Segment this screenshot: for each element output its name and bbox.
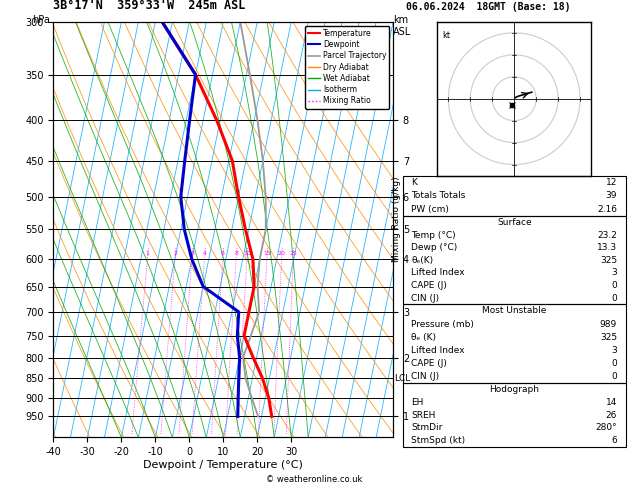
Text: 20: 20 [278, 251, 286, 256]
Text: 3: 3 [190, 251, 194, 256]
Text: 0: 0 [611, 294, 617, 303]
Text: kt: kt [442, 31, 450, 40]
Text: 0: 0 [611, 359, 617, 368]
Text: 280°: 280° [595, 423, 617, 432]
Text: 06.06.2024  18GMT (Base: 18): 06.06.2024 18GMT (Base: 18) [406, 2, 571, 12]
Text: 8: 8 [235, 251, 238, 256]
Text: 3: 3 [611, 268, 617, 278]
Text: θₑ(K): θₑ(K) [411, 256, 433, 265]
Text: Mixing Ratio (g/kg): Mixing Ratio (g/kg) [392, 176, 401, 261]
Text: SREH: SREH [411, 411, 436, 419]
Text: 15: 15 [263, 251, 271, 256]
Text: 6: 6 [611, 436, 617, 445]
Text: 4: 4 [203, 251, 207, 256]
Text: StmSpd (kt): StmSpd (kt) [411, 436, 465, 445]
Text: km: km [393, 15, 408, 25]
Text: © weatheronline.co.uk: © weatheronline.co.uk [266, 474, 363, 484]
Text: K: K [411, 178, 418, 187]
Text: LCL: LCL [394, 374, 410, 383]
Text: EH: EH [411, 398, 424, 407]
X-axis label: Dewpoint / Temperature (°C): Dewpoint / Temperature (°C) [143, 460, 303, 470]
Text: 989: 989 [599, 320, 617, 329]
Text: Pressure (mb): Pressure (mb) [411, 320, 474, 329]
Text: Lifted Index: Lifted Index [411, 268, 465, 278]
Text: 26: 26 [606, 411, 617, 419]
Text: PW (cm): PW (cm) [411, 205, 449, 214]
Text: Temp (°C): Temp (°C) [411, 231, 456, 240]
Text: CAPE (J): CAPE (J) [411, 281, 447, 290]
Text: 1: 1 [146, 251, 150, 256]
Text: 2.16: 2.16 [597, 205, 617, 214]
Text: θₑ (K): θₑ (K) [411, 333, 437, 342]
Text: Hodograph: Hodograph [489, 385, 539, 394]
Text: 6: 6 [221, 251, 225, 256]
Text: CIN (J): CIN (J) [411, 372, 440, 382]
Text: Lifted Index: Lifted Index [411, 346, 465, 355]
Text: 39: 39 [606, 191, 617, 200]
Text: 12: 12 [606, 178, 617, 187]
Text: hPa: hPa [33, 15, 50, 25]
Text: ASL: ASL [393, 27, 411, 37]
Text: 10: 10 [243, 251, 251, 256]
Text: 25: 25 [289, 251, 298, 256]
Text: CIN (J): CIN (J) [411, 294, 440, 303]
Text: 325: 325 [600, 256, 617, 265]
Text: 3: 3 [611, 346, 617, 355]
Text: CAPE (J): CAPE (J) [411, 359, 447, 368]
Text: 0: 0 [611, 372, 617, 382]
Text: Surface: Surface [497, 218, 532, 227]
Text: StmDir: StmDir [411, 423, 443, 432]
Text: 325: 325 [600, 333, 617, 342]
Text: 3B°17'N  359°33'W  245m ASL: 3B°17'N 359°33'W 245m ASL [53, 0, 246, 12]
Text: 13.3: 13.3 [597, 243, 617, 252]
Text: Totals Totals: Totals Totals [411, 191, 466, 200]
Text: 14: 14 [606, 398, 617, 407]
Text: 2: 2 [173, 251, 177, 256]
Text: Dewp (°C): Dewp (°C) [411, 243, 458, 252]
Legend: Temperature, Dewpoint, Parcel Trajectory, Dry Adiabat, Wet Adiabat, Isotherm, Mi: Temperature, Dewpoint, Parcel Trajectory… [305, 26, 389, 108]
Text: 0: 0 [611, 281, 617, 290]
Text: 23.2: 23.2 [597, 231, 617, 240]
Text: Most Unstable: Most Unstable [482, 307, 547, 315]
